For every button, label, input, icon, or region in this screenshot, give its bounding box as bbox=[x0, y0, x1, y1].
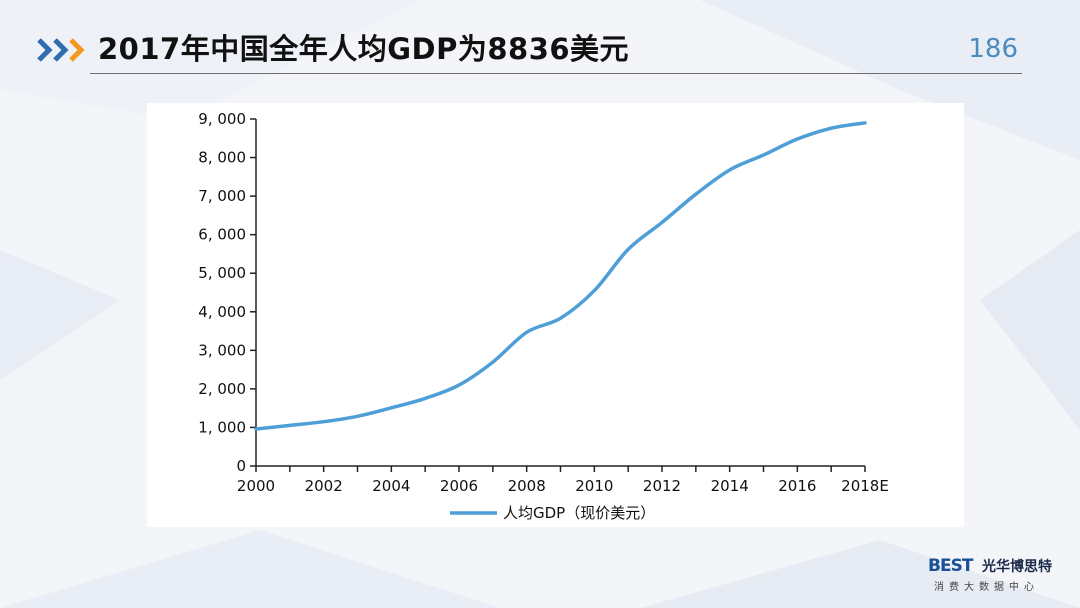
legend-label: 人均GDP（现价美元） bbox=[503, 504, 655, 522]
y-tick-label: 5, 000 bbox=[198, 264, 246, 282]
x-tick-label: 2000 bbox=[237, 477, 275, 495]
x-tick-label: 2004 bbox=[372, 477, 410, 495]
y-tick-label: 6, 000 bbox=[198, 226, 246, 244]
y-tick-label: 9, 000 bbox=[198, 110, 246, 128]
x-tick-label: 2008 bbox=[508, 477, 546, 495]
x-tick-label: 2014 bbox=[711, 477, 749, 495]
x-tick-label: 2006 bbox=[440, 477, 478, 495]
x-tick-label: 2018E bbox=[841, 477, 889, 495]
x-tick-label: 2010 bbox=[575, 477, 613, 495]
series-line-gdp-per-capita bbox=[254, 121, 867, 431]
y-tick-label: 8, 000 bbox=[198, 149, 246, 167]
logo-name: 光华博思特 bbox=[982, 559, 1052, 575]
header-divider bbox=[90, 73, 1022, 74]
gdp-line-chart: 0 1, 000 2, 000 3, 000 4, 000 5, 000 6, 000 7, … bbox=[198, 110, 889, 522]
x-tick-label: 2016 bbox=[778, 477, 816, 495]
chevrons-icon bbox=[37, 38, 85, 62]
page-number: 186 bbox=[968, 34, 1018, 64]
y-tick-label: 2, 000 bbox=[198, 380, 246, 398]
page-title: 2017年中国全年人均GDP为8836美元 bbox=[98, 32, 630, 66]
company-logo: BEST 光华博思特 消费大数据中心 bbox=[928, 554, 1064, 594]
x-tick-label: 2012 bbox=[643, 477, 681, 495]
y-tick-label: 4, 000 bbox=[198, 303, 246, 321]
y-tick-label: 3, 000 bbox=[198, 341, 246, 359]
y-tick-label: 1, 000 bbox=[198, 418, 246, 436]
logo-subtitle: 消费大数据中心 bbox=[934, 582, 1039, 593]
logo-mark: BEST bbox=[928, 556, 973, 576]
chart-panel: 0 1, 000 2, 000 3, 000 4, 000 5, 000 6, 000 7, … bbox=[147, 103, 964, 527]
x-tick-label: 2002 bbox=[305, 477, 343, 495]
y-tick-label: 0 bbox=[236, 457, 246, 475]
y-tick-label: 7, 000 bbox=[198, 187, 246, 205]
